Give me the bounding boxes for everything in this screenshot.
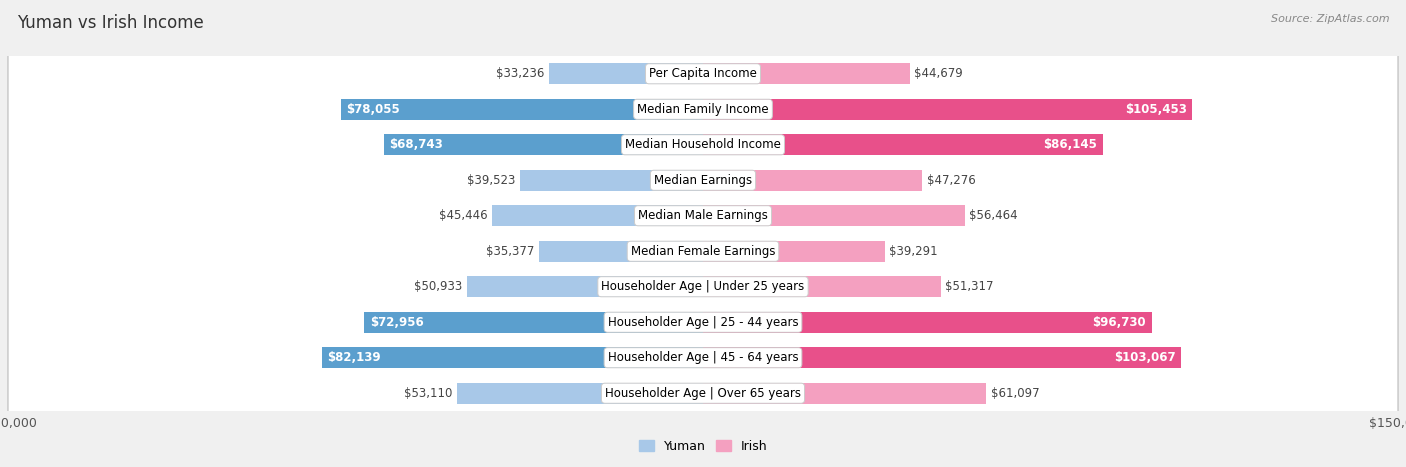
Text: Householder Age | Under 25 years: Householder Age | Under 25 years — [602, 280, 804, 293]
Bar — [340, 99, 703, 120]
Bar — [520, 170, 703, 191]
Bar — [492, 205, 703, 226]
Text: $33,236: $33,236 — [496, 67, 544, 80]
Text: $50,933: $50,933 — [415, 280, 463, 293]
FancyBboxPatch shape — [8, 0, 1398, 467]
Text: $53,110: $53,110 — [404, 387, 453, 400]
Bar — [364, 312, 703, 333]
Bar — [703, 312, 1152, 333]
FancyBboxPatch shape — [8, 0, 1398, 467]
Bar — [703, 64, 910, 84]
Text: $96,730: $96,730 — [1092, 316, 1146, 329]
Bar — [322, 347, 703, 368]
Text: Per Capita Income: Per Capita Income — [650, 67, 756, 80]
Text: $51,317: $51,317 — [945, 280, 994, 293]
Text: $35,377: $35,377 — [486, 245, 534, 258]
Bar — [384, 134, 703, 155]
Text: Householder Age | 25 - 44 years: Householder Age | 25 - 44 years — [607, 316, 799, 329]
Text: $61,097: $61,097 — [991, 387, 1039, 400]
FancyBboxPatch shape — [8, 0, 1398, 467]
Text: Median Family Income: Median Family Income — [637, 103, 769, 116]
Bar — [703, 276, 941, 297]
Bar — [457, 383, 703, 403]
Text: $68,743: $68,743 — [389, 138, 443, 151]
Text: $86,145: $86,145 — [1043, 138, 1097, 151]
Bar — [538, 241, 703, 262]
Text: $39,523: $39,523 — [467, 174, 516, 187]
Text: $78,055: $78,055 — [346, 103, 401, 116]
Text: $45,446: $45,446 — [439, 209, 488, 222]
Text: Yuman vs Irish Income: Yuman vs Irish Income — [17, 14, 204, 32]
Text: Median Female Earnings: Median Female Earnings — [631, 245, 775, 258]
Text: Householder Age | 45 - 64 years: Householder Age | 45 - 64 years — [607, 351, 799, 364]
Bar — [467, 276, 703, 297]
Text: $72,956: $72,956 — [370, 316, 423, 329]
Text: $39,291: $39,291 — [890, 245, 938, 258]
FancyBboxPatch shape — [8, 0, 1398, 467]
Text: $82,139: $82,139 — [328, 351, 381, 364]
Text: $103,067: $103,067 — [1114, 351, 1175, 364]
FancyBboxPatch shape — [8, 0, 1398, 467]
Text: Householder Age | Over 65 years: Householder Age | Over 65 years — [605, 387, 801, 400]
FancyBboxPatch shape — [8, 0, 1398, 467]
Text: Median Household Income: Median Household Income — [626, 138, 780, 151]
Text: $47,276: $47,276 — [927, 174, 976, 187]
Bar — [703, 134, 1102, 155]
Bar — [703, 347, 1181, 368]
FancyBboxPatch shape — [8, 0, 1398, 467]
Text: $56,464: $56,464 — [969, 209, 1018, 222]
Bar — [703, 99, 1192, 120]
Text: $44,679: $44,679 — [914, 67, 963, 80]
Bar — [548, 64, 703, 84]
FancyBboxPatch shape — [8, 0, 1398, 467]
Legend: Yuman, Irish: Yuman, Irish — [634, 435, 772, 458]
Bar — [703, 383, 987, 403]
Text: Median Male Earnings: Median Male Earnings — [638, 209, 768, 222]
Text: $105,453: $105,453 — [1125, 103, 1187, 116]
Bar — [703, 205, 965, 226]
Text: Median Earnings: Median Earnings — [654, 174, 752, 187]
Text: Source: ZipAtlas.com: Source: ZipAtlas.com — [1271, 14, 1389, 24]
FancyBboxPatch shape — [8, 0, 1398, 467]
Bar — [703, 170, 922, 191]
FancyBboxPatch shape — [8, 0, 1398, 467]
Bar — [703, 241, 886, 262]
